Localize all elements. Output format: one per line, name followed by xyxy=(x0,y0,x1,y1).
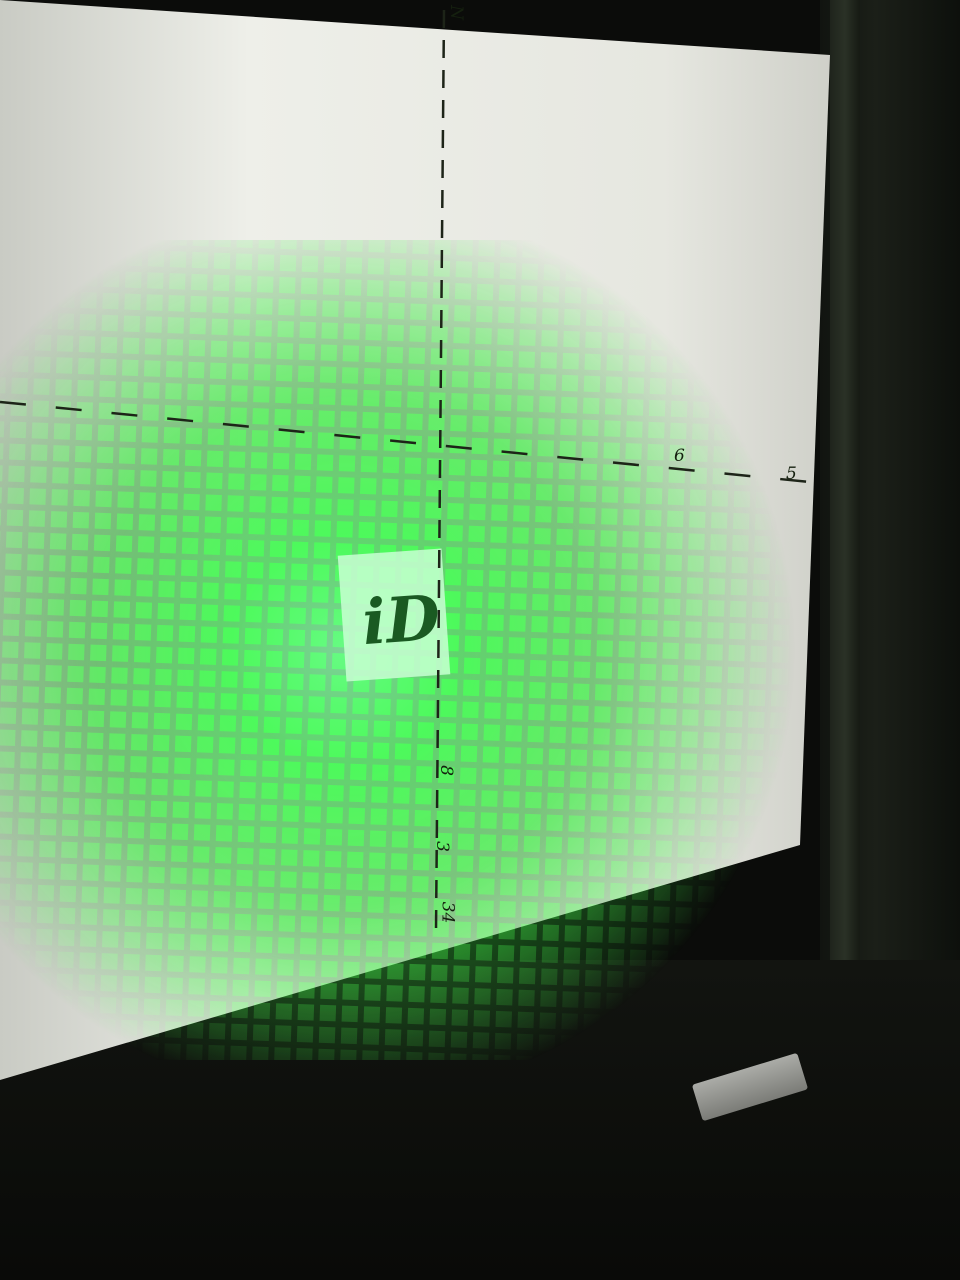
logo-glyph: iD xyxy=(360,581,442,659)
vertical-axis-line xyxy=(434,9,446,931)
annotation-bottom-3: 34 xyxy=(437,901,458,924)
annotation-bottom-2: 3 xyxy=(431,841,452,852)
annotation-bottom-1: 8 xyxy=(435,765,456,776)
annotation-right-2: 5 xyxy=(786,464,797,484)
horizontal-axis-line xyxy=(0,400,811,484)
annotation-top: N xyxy=(445,5,466,20)
logo-panel xyxy=(337,548,451,682)
metal-frame-rail xyxy=(830,0,860,1040)
annotation-right-1: 6 xyxy=(674,446,685,466)
